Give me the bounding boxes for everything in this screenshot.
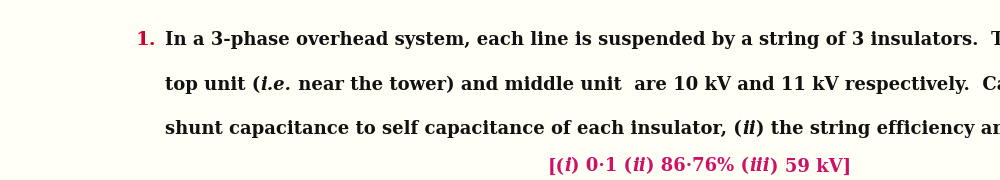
Text: 1.: 1. <box>135 31 156 49</box>
Text: ) 86·76% (: ) 86·76% ( <box>646 158 749 176</box>
Text: top unit (: top unit ( <box>165 76 261 94</box>
Text: i: i <box>564 158 571 176</box>
Text: ) the string efficiency and  (: ) the string efficiency and ( <box>756 120 1000 138</box>
Text: near the tower) and middle unit  are 10 kV and 11 kV respectively.  Calculate (: near the tower) and middle unit are 10 k… <box>292 76 1000 94</box>
Text: ) 59 kV]: ) 59 kV] <box>770 158 851 176</box>
Text: iii: iii <box>749 158 770 176</box>
Text: i.e.: i.e. <box>261 76 292 94</box>
Text: [(: [( <box>547 158 564 176</box>
Text: ii: ii <box>633 158 646 176</box>
Text: ) 0·1 (: ) 0·1 ( <box>571 158 633 176</box>
Text: shunt capacitance to self capacitance of each insulator, (: shunt capacitance to self capacitance of… <box>165 120 742 138</box>
Text: In a 3-phase overhead system, each line is suspended by a string of 3 insulators: In a 3-phase overhead system, each line … <box>165 31 1000 49</box>
Text: ii: ii <box>742 120 756 138</box>
